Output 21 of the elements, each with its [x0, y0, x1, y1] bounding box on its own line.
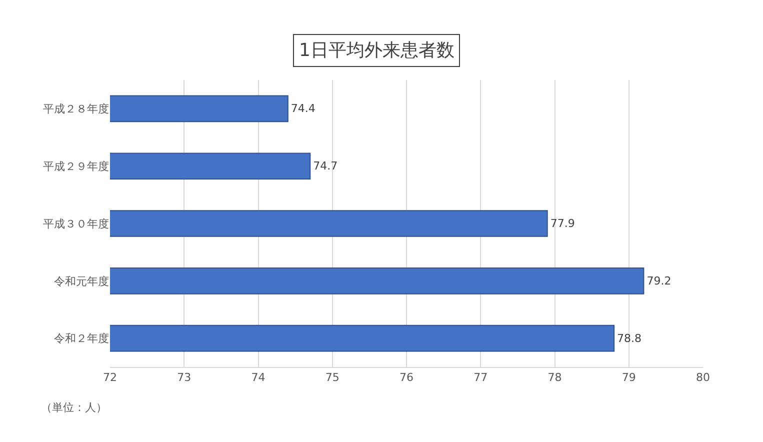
text: （単位：人） — [41, 401, 107, 414]
data-label: 74.4 — [290, 102, 316, 116]
y-tick-label: 平成２９年度 — [43, 160, 109, 173]
x-tick-label: 73 — [177, 371, 192, 384]
x-tick-label: 76 — [400, 371, 414, 384]
chart-title: 1日平均外来患者数 — [299, 40, 454, 61]
x-tick-label: 77 — [474, 371, 488, 384]
y-tick-label: 令和元年度 — [54, 274, 109, 288]
y-tick-label: 平成３０年度 — [43, 217, 109, 230]
x-tick-label: 78 — [548, 371, 562, 384]
data-label: 74.7 — [313, 160, 338, 173]
x-tick-label: 74 — [251, 371, 266, 384]
x-tick-label: 79 — [622, 371, 636, 384]
x-tick-label: 75 — [325, 371, 340, 384]
data-label: 77.9 — [550, 217, 575, 230]
x-tick-label: 72 — [103, 371, 117, 384]
data-label: 78.8 — [617, 332, 642, 345]
y-tick-label: 平成２８年度 — [43, 102, 109, 116]
y-tick-label: 令和２年度 — [54, 332, 109, 346]
data-label: 79.2 — [646, 274, 672, 288]
x-tick-label: 80 — [696, 371, 710, 384]
